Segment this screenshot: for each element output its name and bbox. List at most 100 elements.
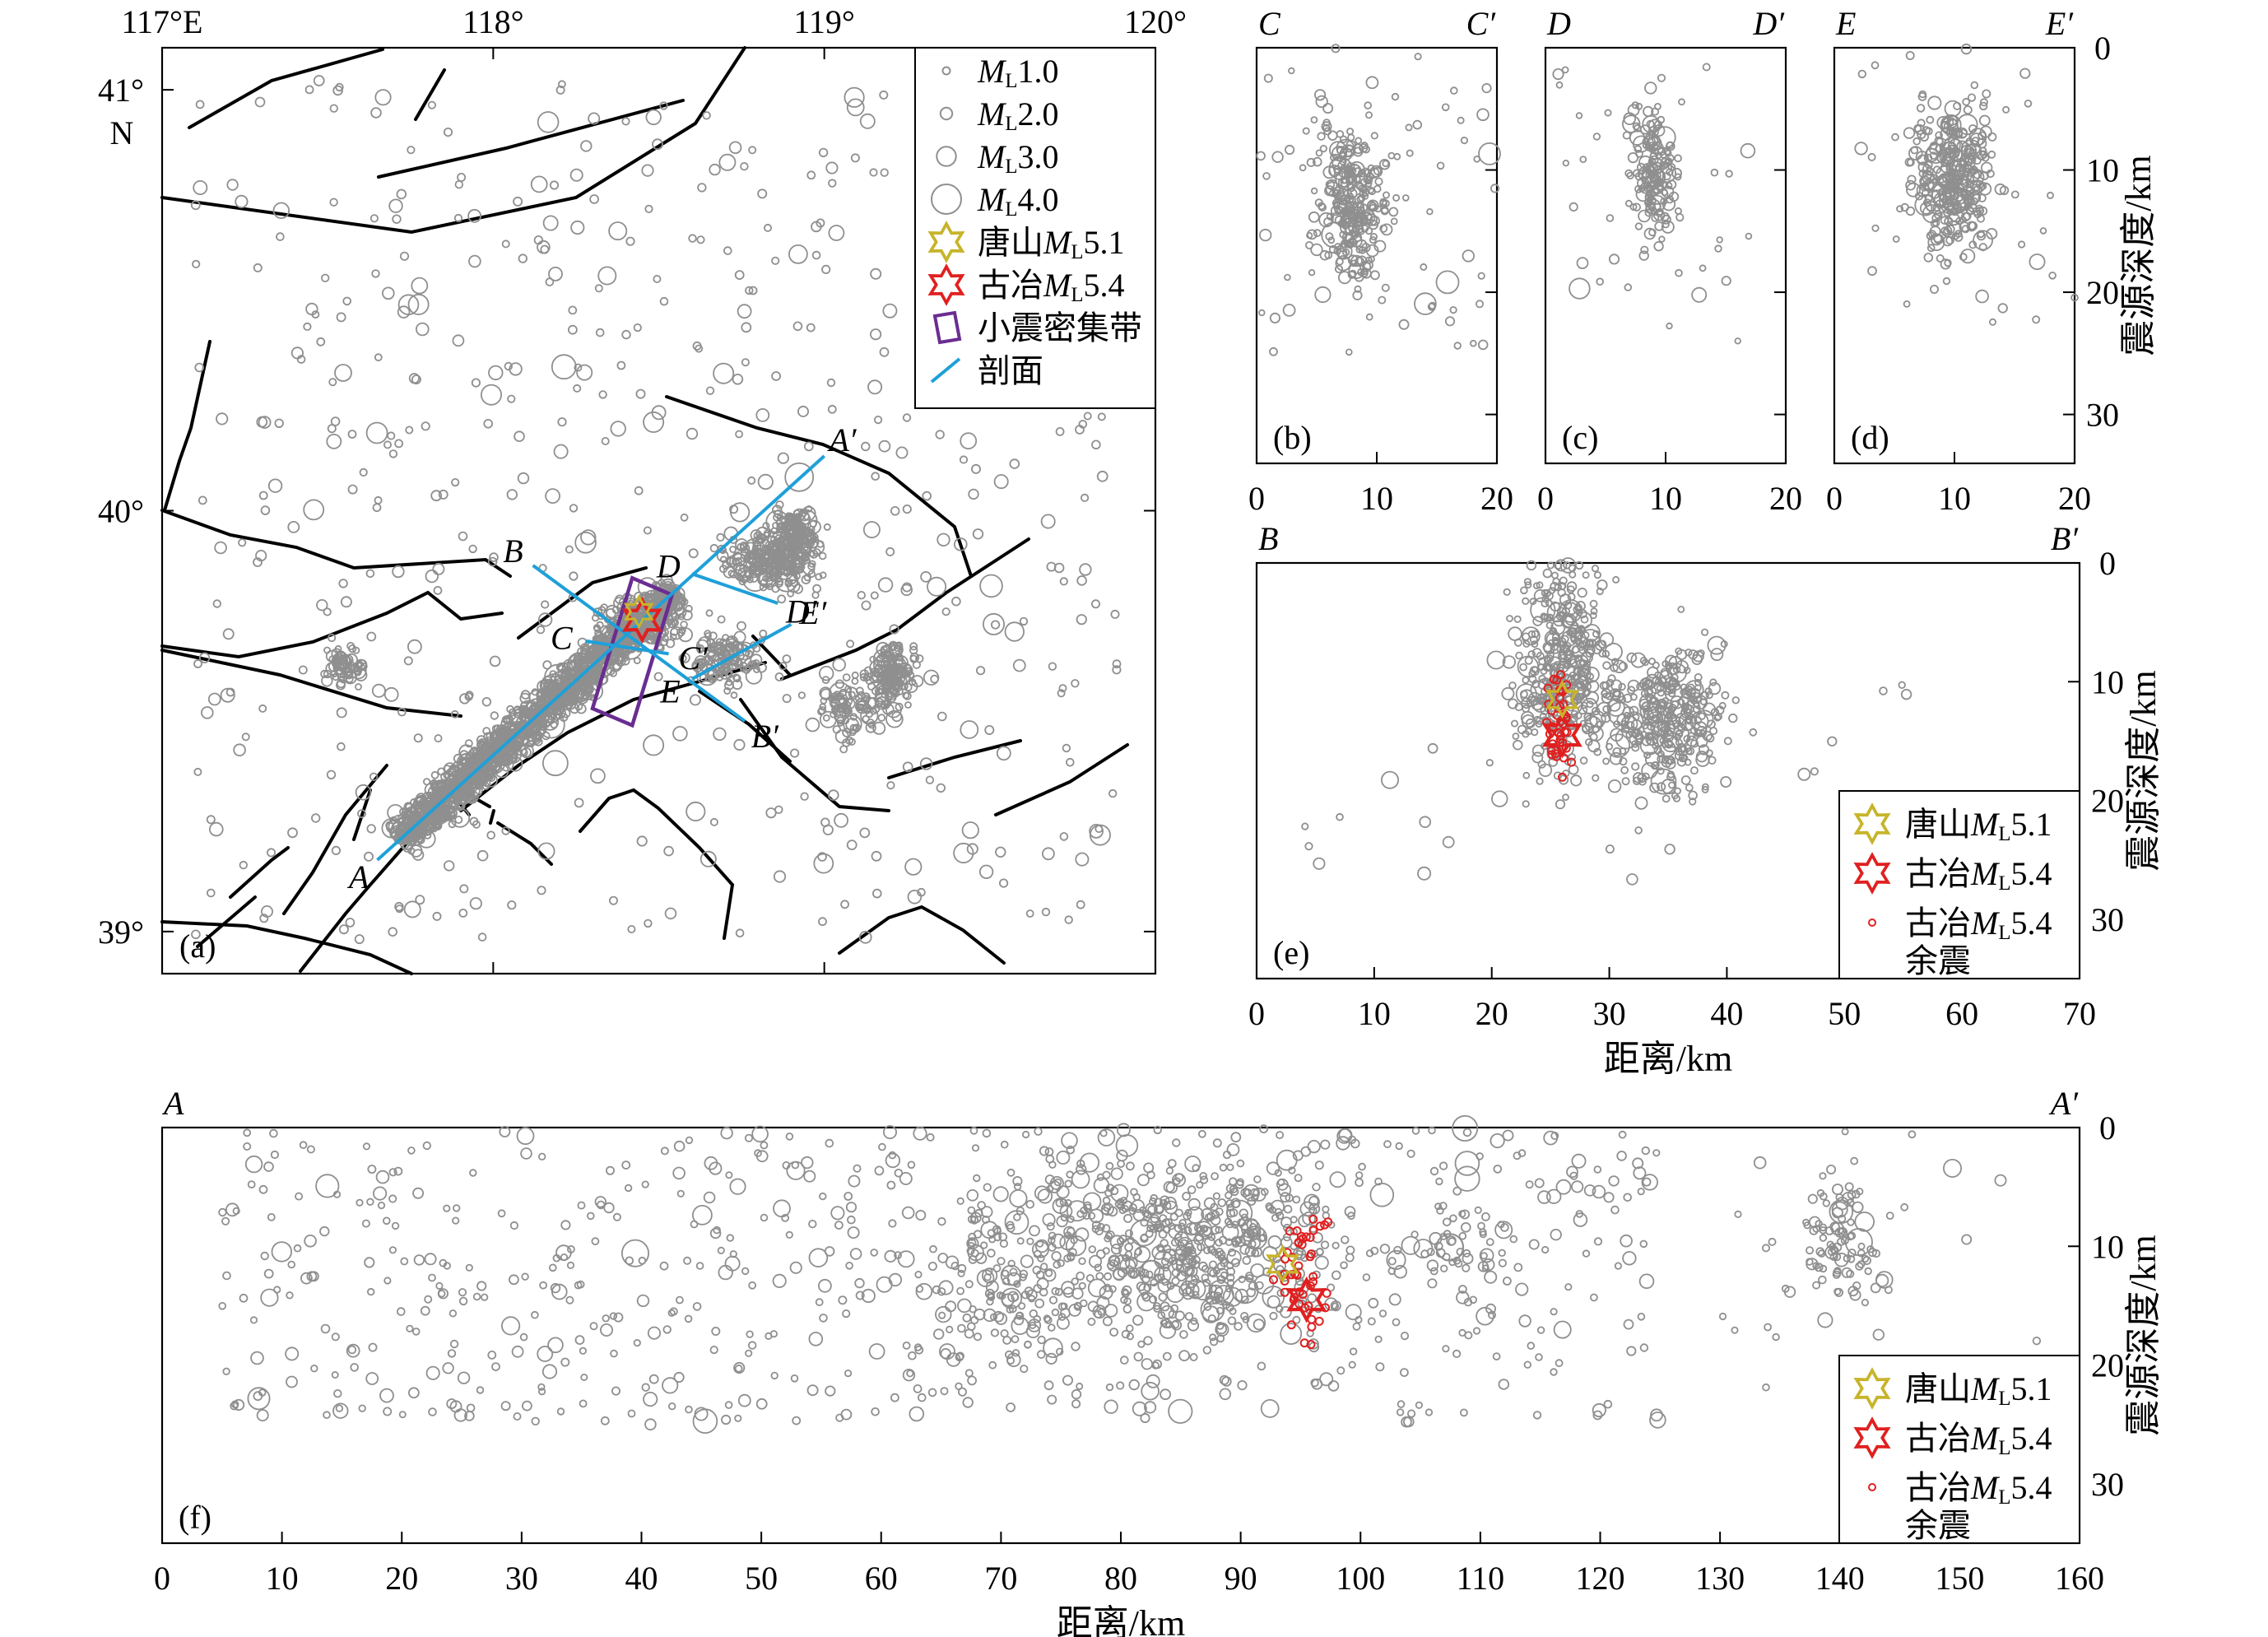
profile-event	[1347, 133, 1355, 142]
profile-start-label: E	[1835, 5, 1856, 42]
map-event	[1071, 679, 1080, 688]
map-event	[788, 548, 797, 557]
profile-event	[2018, 240, 2026, 249]
profile-event	[1569, 202, 1578, 212]
profile-event	[586, 1211, 595, 1221]
profile-event	[1174, 1310, 1185, 1321]
profile-event	[1419, 816, 1431, 828]
profile-event	[1590, 1293, 1598, 1302]
profile-event	[428, 1273, 436, 1282]
map-event	[741, 358, 750, 367]
profile-event	[286, 1291, 294, 1300]
profile-event	[1677, 606, 1685, 613]
map-event	[763, 531, 771, 539]
map-event	[936, 783, 946, 793]
profile-event	[1634, 222, 1643, 230]
profile-event	[1308, 269, 1316, 277]
profile-event	[1903, 300, 1911, 308]
map-event	[879, 90, 889, 100]
profile-event	[537, 1346, 554, 1362]
map-event	[737, 621, 746, 631]
profile-event	[1047, 1394, 1057, 1405]
profile-event	[1892, 235, 1900, 243]
map-event	[1076, 900, 1085, 909]
legend-text-part: L	[1998, 823, 2010, 845]
profile-event	[1857, 69, 1867, 79]
map-event	[842, 673, 851, 681]
map-event	[369, 214, 379, 223]
map-event	[433, 586, 443, 595]
profile-event	[913, 1384, 923, 1393]
profile-event	[1927, 95, 1942, 110]
map-event	[615, 656, 626, 667]
panel-label: (b)	[1273, 419, 1312, 456]
map-event	[444, 860, 455, 872]
map-event	[1059, 832, 1069, 841]
map-y-tick-label: 41°	[98, 72, 144, 109]
profile-event	[849, 1248, 862, 1260]
map-event	[802, 526, 810, 534]
profile-event	[306, 1145, 315, 1154]
panel-label: (e)	[1273, 934, 1309, 971]
legend-label: ML1.0	[977, 53, 1058, 92]
map-event	[825, 161, 839, 174]
map-event	[208, 821, 224, 837]
profile-event	[1640, 245, 1649, 254]
map-event	[610, 421, 626, 437]
profile-event	[1916, 104, 1926, 113]
map-event	[448, 765, 460, 778]
profile-event	[1453, 342, 1462, 350]
profile-event	[641, 1383, 650, 1392]
profile-event	[1315, 95, 1328, 109]
profile-event	[1599, 632, 1615, 647]
profile-event	[1492, 1352, 1501, 1360]
map-event	[961, 821, 979, 839]
map-event	[432, 562, 445, 575]
map-event	[419, 802, 430, 814]
profile-event	[1517, 724, 1527, 735]
map-event	[1091, 599, 1101, 609]
map-event	[641, 164, 654, 177]
profile-event	[662, 1325, 672, 1334]
map-event	[797, 405, 810, 417]
map-event	[407, 146, 416, 155]
map-event	[513, 742, 522, 751]
profile-end-label: A′	[826, 421, 857, 458]
map-event	[625, 236, 635, 246]
profile-event	[956, 1197, 964, 1206]
map-event	[633, 323, 642, 333]
profile-event	[1406, 149, 1414, 157]
map-event	[1059, 577, 1068, 586]
map-event	[1079, 563, 1092, 576]
profile-event	[1705, 733, 1715, 743]
map-event	[448, 812, 457, 821]
map-event	[546, 691, 555, 700]
profile-event	[1288, 67, 1295, 75]
profile-event	[1550, 1228, 1562, 1241]
legend-text-part: 5.1	[1083, 224, 1124, 261]
map-event	[336, 312, 346, 323]
map-event	[902, 413, 912, 422]
fault-line-14	[994, 743, 1129, 816]
profile-event	[249, 1316, 258, 1324]
profile-event	[1375, 1362, 1385, 1372]
profile-start-label: A	[346, 858, 369, 895]
map-event	[959, 455, 969, 464]
profile-event	[1555, 1179, 1572, 1195]
map-event	[643, 526, 652, 535]
profile-event	[1975, 289, 1989, 304]
panel-f-profile-aa: 0 10 20 30 40 50 60 70 80 90 100 110 120 130 140 150 160…	[154, 1085, 2163, 1637]
profile-start-label: B	[1258, 520, 1278, 557]
map-event	[399, 251, 410, 261]
profile-event	[1671, 167, 1683, 179]
map-event	[1009, 458, 1020, 469]
profile-event	[1657, 73, 1666, 82]
map-event	[354, 934, 365, 945]
fault-line-26	[698, 690, 792, 763]
map-event	[976, 666, 986, 676]
map-event	[759, 629, 768, 638]
fault-line-1	[414, 68, 446, 121]
fault-line-8	[665, 395, 973, 578]
map-event	[526, 728, 534, 737]
profile-event	[1104, 1399, 1118, 1414]
